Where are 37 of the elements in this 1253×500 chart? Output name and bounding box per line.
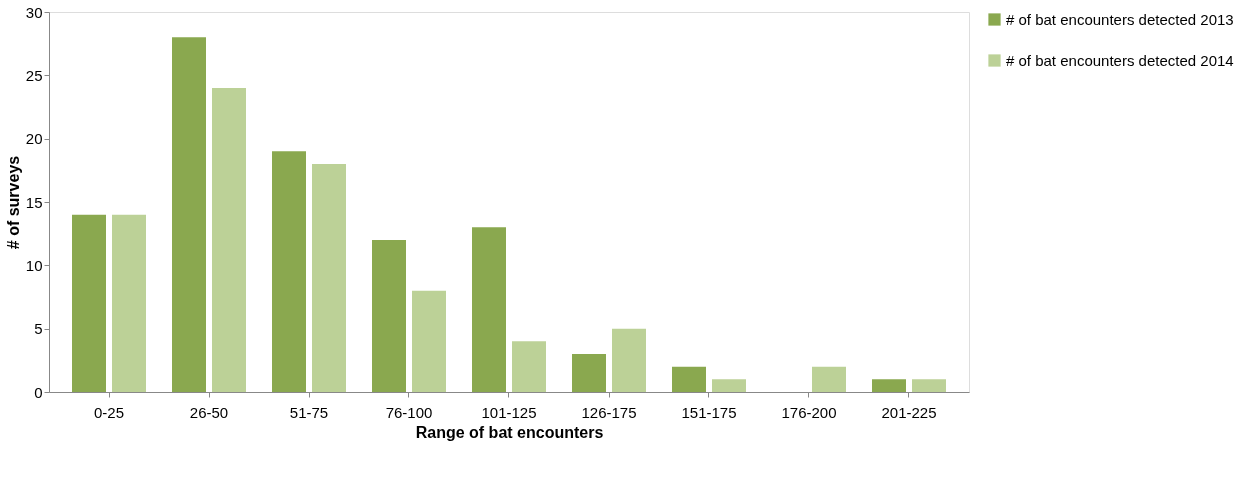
y-tick-label: 25 xyxy=(25,66,43,84)
x-tick-label: 101-125 xyxy=(481,403,537,421)
bar xyxy=(912,379,946,392)
bar xyxy=(312,164,346,392)
y-axis-title: # of surveys xyxy=(4,155,22,250)
legend-label: # of bat encounters detected 2013 xyxy=(1006,10,1234,28)
x-axis-title: Range of bat encounters xyxy=(415,423,604,441)
x-tick-label: 0-25 xyxy=(93,403,125,421)
x-tick-label: 151-175 xyxy=(681,403,737,421)
x-tick-label: 126-175 xyxy=(581,403,637,421)
y-tick-label: 20 xyxy=(25,130,43,148)
y-tick-label: 0 xyxy=(34,383,43,401)
legend-label: # of bat encounters detected 2014 xyxy=(1006,51,1234,69)
bar xyxy=(712,379,746,392)
bar xyxy=(472,227,506,392)
x-tick-label: 26-50 xyxy=(189,403,229,421)
x-tick-label: 76-100 xyxy=(385,403,433,421)
x-tick-label: 201-225 xyxy=(881,403,937,421)
y-tick-label: 5 xyxy=(34,320,43,338)
bar xyxy=(212,88,246,392)
bar xyxy=(612,328,646,392)
bar xyxy=(372,240,406,392)
y-tick-label: 15 xyxy=(25,193,43,211)
bar xyxy=(412,290,446,392)
bar xyxy=(172,37,206,392)
bar xyxy=(272,151,306,392)
x-tick-label: 51-75 xyxy=(289,403,329,421)
bar xyxy=(572,354,606,392)
bar xyxy=(72,214,106,392)
bar xyxy=(112,214,146,392)
y-tick-label: 30 xyxy=(25,3,43,21)
x-tick-label: 176-200 xyxy=(781,403,837,421)
bar xyxy=(672,366,706,392)
bar xyxy=(512,341,546,392)
bar xyxy=(812,366,846,392)
bar xyxy=(872,379,906,392)
y-tick-label: 10 xyxy=(25,256,43,274)
